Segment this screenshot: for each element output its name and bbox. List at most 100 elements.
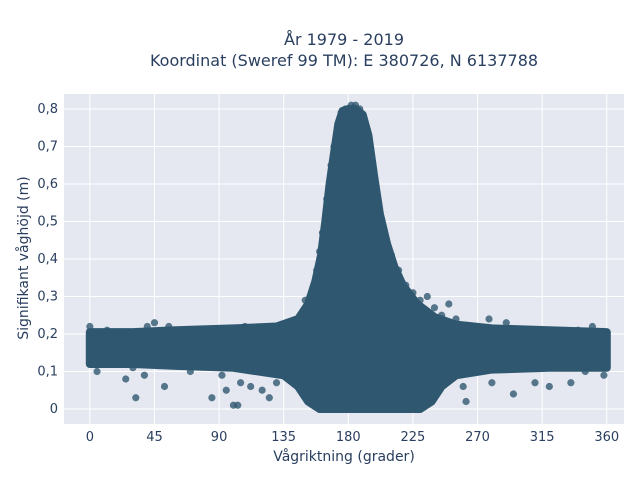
scatter-point [287,349,295,357]
scatter-point [186,367,194,376]
scatter-point [423,292,431,301]
scatter-point [308,292,317,301]
scatter-point [452,315,460,323]
scatter-point [380,229,388,237]
scatter-point [140,371,149,379]
scatter-point [222,386,230,394]
chart-title-line-1: År 1979 - 2019 [284,30,404,49]
x-tick-label: 270 [465,430,490,445]
scatter-point [212,330,220,338]
scatter-point [502,319,510,327]
scatter-point [247,382,255,391]
x-tick-label: 0 [86,430,94,445]
scatter-point [86,322,94,331]
scatter-point [366,142,374,151]
scatter-point [165,322,173,331]
scatter-point [241,322,249,331]
scatter-point [488,379,496,387]
scatter-point [129,364,137,372]
scatter-point [603,334,611,342]
y-tick-label: 0,6 [37,177,58,192]
scatter-point [280,364,288,372]
scatter-point [387,251,395,259]
scatter-point [323,195,331,203]
scatter-point [481,360,489,368]
x-tick-label: 90 [211,430,228,445]
scatter-point [179,330,187,338]
scatter-point [158,337,166,346]
x-axis-title: Vågriktning (grader) [273,448,415,465]
y-tick-label: 0,8 [37,102,58,117]
scatter-point [172,349,180,357]
scatter-point [430,304,439,312]
scatter-point [160,382,169,391]
scatter-point [132,394,140,402]
scatter-point [251,364,259,372]
scatter-point [333,135,341,143]
x-tick-label: 180 [336,430,361,445]
scatter-point [270,337,278,346]
scatter-point [114,356,123,364]
scatter-point [313,266,321,274]
scatter-point [122,375,130,383]
y-tick-labels: 0 0,1 0,2 0,3 0,4 0,5 0,6 0,7 0,8 [37,102,58,417]
scatter-point [600,371,608,379]
scatter-point [193,326,202,334]
scatter-point [552,326,561,334]
scatter-point [298,311,306,319]
scatter-point [416,296,424,304]
scatter-point [588,322,597,331]
x-tick-label: 315 [530,430,555,445]
y-tick-label: 0,4 [37,252,58,267]
scatter-point [485,315,493,323]
y-tick-label: 0,3 [37,290,58,305]
scatter-point [466,367,474,376]
scatter-point [438,311,446,319]
scatter-point [370,180,378,188]
scatter-point [226,360,235,368]
scatter-point [136,352,144,361]
chart-title-line-2: Koordinat (Sweref 99 TM): E 380726, N 61… [150,51,538,70]
data-points [86,101,611,409]
scatter-point [361,124,370,132]
x-tick-label: 135 [271,430,296,445]
scatter-point [330,142,338,151]
scatter-point [377,217,385,226]
scatter-point [509,390,518,398]
scatter-point [344,109,352,117]
scatter-point [373,199,381,207]
scatter-point [495,326,503,334]
scatter-point [315,247,324,256]
scatter-point [409,289,417,297]
scatter-point [258,386,266,394]
scatter-point [524,326,532,334]
scatter-point [218,371,226,379]
scatter-point [394,266,403,274]
scatter-point [234,401,242,409]
scatter-point [567,379,575,387]
scatter-point [301,296,309,304]
scatter-point [143,322,151,331]
scatter-point [581,367,589,376]
y-tick-label: 0,5 [37,215,58,230]
scatter-point [538,330,546,338]
scatter-point [531,379,539,387]
scatter-point [93,367,101,376]
scatter-point [459,382,467,391]
x-tick-labels: 0 45 90 135 180 225 270 315 360 [86,430,619,445]
x-tick-label: 45 [146,430,163,445]
scatter-point [359,112,367,121]
scatter-point [445,300,453,308]
scatter-point [574,326,582,334]
x-tick-label: 225 [401,430,426,445]
y-tick-label: 0,7 [37,140,58,155]
scatter-point [103,326,111,334]
scatter-point [208,394,216,402]
scatter-point [517,360,525,368]
scatter-point [402,281,410,289]
y-tick-label: 0 [50,402,58,417]
scatter-point [318,229,327,237]
scatter-point [473,334,482,342]
scatter-point [150,319,159,327]
